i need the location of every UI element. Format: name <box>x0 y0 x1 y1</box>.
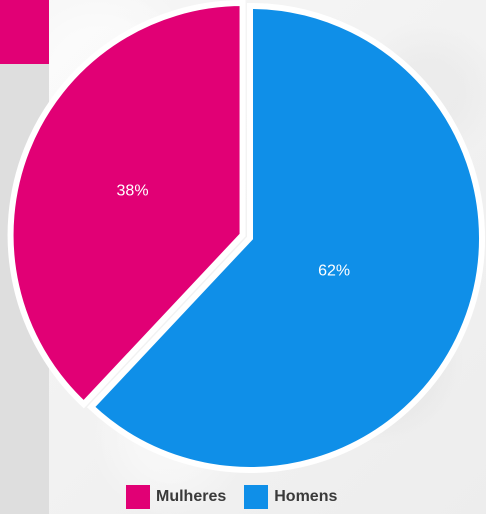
legend-item-mulheres: Mulheres <box>126 485 226 509</box>
left-accent-block <box>0 0 49 64</box>
legend-swatch-mulheres <box>126 485 150 509</box>
pie-label-mulheres: 38% <box>117 183 149 200</box>
pie-slice-homens <box>86 2 485 473</box>
chart-legend: Mulheres Homens <box>126 485 337 509</box>
legend-label-mulheres: Mulheres <box>156 488 227 505</box>
legend-swatch-homens <box>244 485 269 509</box>
pie-slices <box>7 0 485 473</box>
pie-label-homens: 62% <box>318 263 350 280</box>
pie-slice-mulheres <box>7 0 246 409</box>
pie-labels: 38% 62% <box>117 183 351 280</box>
legend-item-homens: Homens <box>244 485 337 509</box>
legend-label-homens: Homens <box>274 488 338 505</box>
